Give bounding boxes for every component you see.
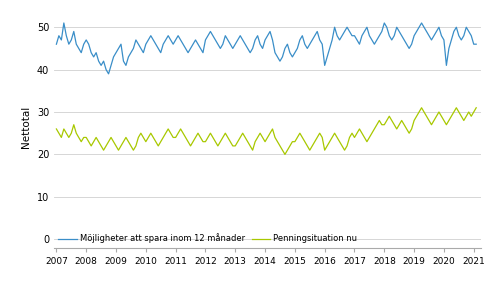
Möjligheter att spara inom 12 månader xyxy=(473,42,479,46)
Line: Möjligheter att spara inom 12 månader: Möjligheter att spara inom 12 månader xyxy=(56,23,476,74)
Möjligheter att spara inom 12 månader xyxy=(106,72,111,76)
Möjligheter att spara inom 12 månader xyxy=(434,30,439,33)
Penningsituation nu xyxy=(210,136,216,139)
Penningsituation nu xyxy=(255,136,261,139)
Möjligheter att spara inom 12 månader xyxy=(260,47,266,50)
Penningsituation nu xyxy=(419,106,425,110)
Penningsituation nu xyxy=(54,127,59,131)
Penningsituation nu xyxy=(473,106,479,110)
Möjligheter att spara inom 12 månader xyxy=(215,42,221,46)
Möjligheter att spara inom 12 månader xyxy=(61,21,67,25)
Line: Penningsituation nu: Penningsituation nu xyxy=(56,108,476,154)
Penningsituation nu xyxy=(434,114,439,118)
Möjligheter att spara inom 12 månader xyxy=(54,42,59,46)
Y-axis label: Nettotal: Nettotal xyxy=(21,106,31,148)
Legend: Möjligheter att spara inom 12 månader, Penningsituation nu: Möjligheter att spara inom 12 månader, P… xyxy=(58,234,357,243)
Penningsituation nu xyxy=(113,144,119,148)
Möjligheter att spara inom 12 månader xyxy=(279,55,285,59)
Penningsituation nu xyxy=(274,140,280,143)
Penningsituation nu xyxy=(282,153,288,156)
Möjligheter att spara inom 12 månader xyxy=(262,38,268,42)
Möjligheter att spara inom 12 månader xyxy=(118,42,124,46)
Penningsituation nu xyxy=(257,131,263,135)
